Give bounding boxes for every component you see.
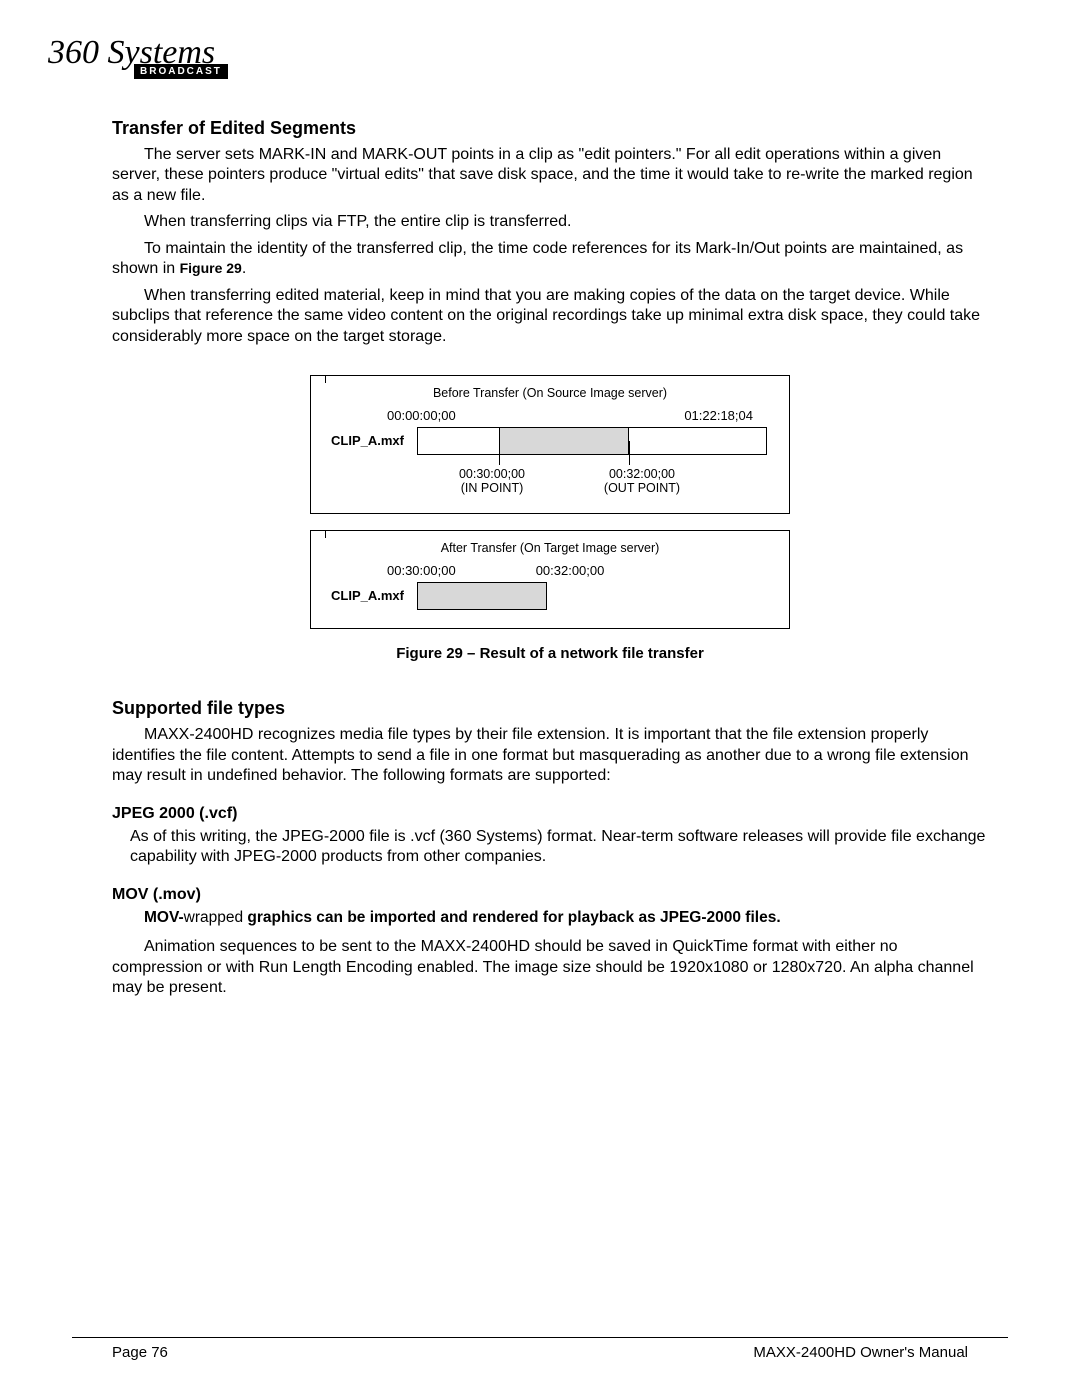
before-tc-row: 00:00:00;00 01:22:18;04 <box>321 408 779 423</box>
content: Transfer of Edited Segments The server s… <box>112 118 988 999</box>
out-point-col: 00:32:00;00 (OUT POINT) <box>567 467 717 495</box>
logo-sub: BROADCAST <box>134 64 228 79</box>
in-point-col: 00:30:00;00 (IN POINT) <box>417 467 567 495</box>
in-point-tick-icon <box>499 441 500 465</box>
out-point-tick-icon <box>629 441 630 465</box>
mov-line: MOV-wrapped graphics can be imported and… <box>144 908 988 928</box>
page-number: Page 76 <box>112 1344 168 1361</box>
after-title: After Transfer (On Target Image server) <box>321 541 779 555</box>
section-supported-title: Supported file types <box>112 698 988 719</box>
footer: Page 76 MAXX-2400HD Owner's Manual <box>72 1337 1008 1361</box>
after-clip-row: CLIP_A.mxf <box>321 582 779 610</box>
para-2: When transferring clips via FTP, the ent… <box>112 212 988 232</box>
para-4: When transferring edited material, keep … <box>112 286 988 347</box>
mov-b1: MOV- <box>144 909 184 926</box>
clip-label: CLIP_A.mxf <box>331 427 409 448</box>
figure-before-box: Before Transfer (On Source Image server)… <box>310 375 790 514</box>
jpeg-title: JPEG 2000 (.vcf) <box>112 805 988 823</box>
supported-para: MAXX-2400HD recognizes media file types … <box>112 725 988 786</box>
after-clip-label: CLIP_A.mxf <box>331 582 409 603</box>
figure-29: Before Transfer (On Source Image server)… <box>310 375 790 662</box>
doc-title: MAXX-2400HD Owner's Manual <box>753 1344 968 1361</box>
mov-b2: graphics can be imported and rendered fo… <box>243 909 781 926</box>
tc-end: 01:22:18;04 <box>684 408 753 423</box>
para-3b: . <box>242 260 246 277</box>
after-end: 00:32:00;00 <box>536 563 605 578</box>
before-title: Before Transfer (On Source Image server) <box>321 386 779 400</box>
after-clip-bar <box>417 582 547 610</box>
out-tc: 00:32:00;00 <box>567 467 717 481</box>
after-tc-row: 00:30:00;00 00:32:00;00 <box>321 563 779 578</box>
figure-ref: Figure 29 <box>180 260 242 276</box>
after-clip-region <box>417 582 547 610</box>
page: 360 Systems BROADCAST Transfer of Edited… <box>0 0 1080 1397</box>
out-label: (OUT POINT) <box>567 481 717 495</box>
clip-marked-region <box>499 427 629 455</box>
para-1: The server sets MARK-IN and MARK-OUT poi… <box>112 145 988 206</box>
mov-title: MOV (.mov) <box>112 886 988 904</box>
tc-start: 00:00:00;00 <box>387 408 456 423</box>
after-start: 00:30:00;00 <box>387 563 456 578</box>
para-3: To maintain the identity of the transfer… <box>112 239 988 280</box>
in-label: (IN POINT) <box>417 481 567 495</box>
figure-caption: Figure 29 – Result of a network file tra… <box>310 645 790 662</box>
jpeg-para: As of this writing, the JPEG-2000 file i… <box>130 827 988 868</box>
box-notch-icon <box>325 530 337 538</box>
before-clip-row: CLIP_A.mxf <box>321 427 779 455</box>
mov-nb: wrapped <box>184 909 243 926</box>
footer-row: Page 76 MAXX-2400HD Owner's Manual <box>72 1344 1008 1361</box>
section-transfer-title: Transfer of Edited Segments <box>112 118 988 139</box>
logo: 360 Systems BROADCAST <box>44 40 254 88</box>
figure-after-box: After Transfer (On Target Image server) … <box>310 530 790 629</box>
in-tc: 00:30:00;00 <box>417 467 567 481</box>
before-clip-bar <box>417 427 767 455</box>
box-notch-icon <box>325 375 337 383</box>
mov-para: Animation sequences to be sent to the MA… <box>112 937 988 998</box>
footer-rule <box>72 1337 1008 1338</box>
before-labels: 00:30:00;00 (IN POINT) 00:32:00;00 (OUT … <box>321 467 779 495</box>
